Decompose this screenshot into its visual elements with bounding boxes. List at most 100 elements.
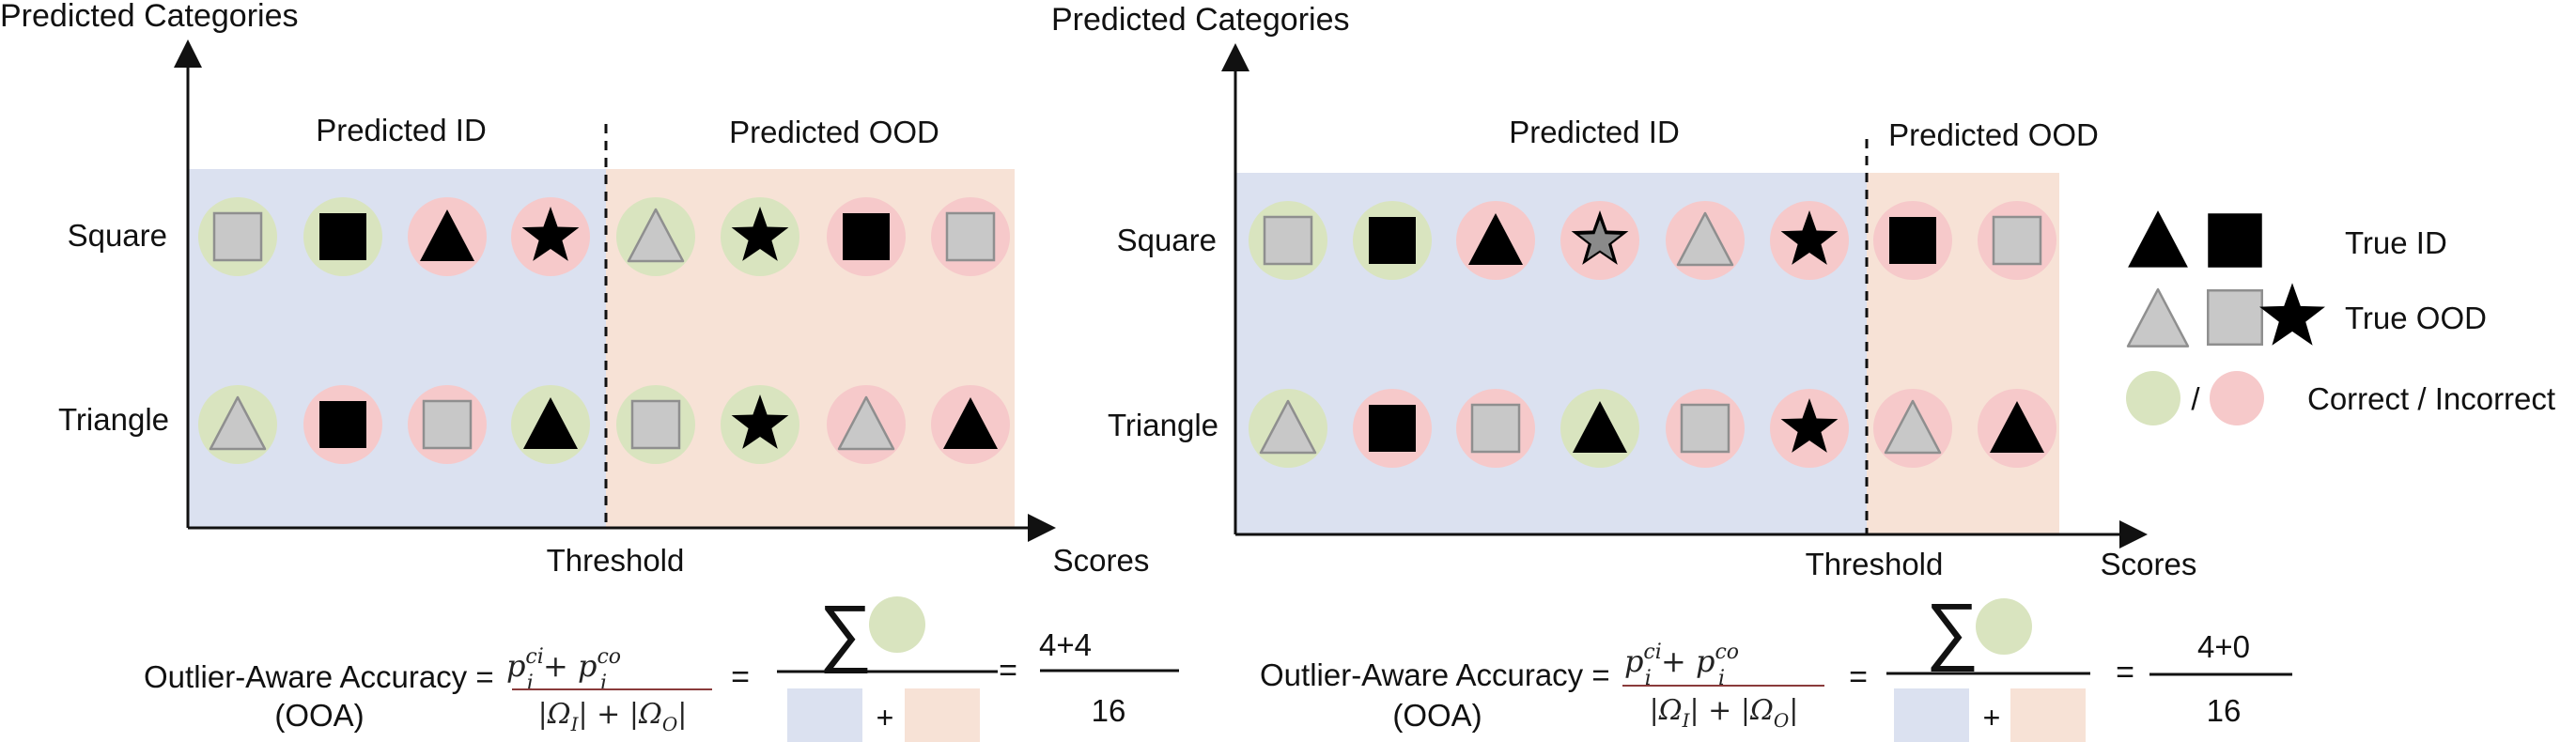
sample-marker (931, 197, 1010, 276)
square-gray-icon (212, 211, 263, 262)
row-label-square: Square (68, 218, 167, 253)
square-gray-icon (1992, 215, 2042, 266)
sample-marker (198, 385, 277, 464)
threshold-label: Threshold (1806, 547, 1944, 581)
threshold-label: Threshold (547, 543, 685, 578)
triangle-gray-icon (1676, 211, 1734, 267)
triangle-black-icon (523, 397, 578, 449)
result-numerator: 4+4 (1039, 627, 1092, 662)
triangle-black-icon (1573, 401, 1627, 453)
square-gray-icon (2207, 289, 2263, 346)
x-axis-title: Scores (1053, 543, 1150, 578)
y-axis-title: Predicted Categories (0, 0, 299, 34)
sample-marker (827, 385, 906, 464)
id-area-swatch (1894, 688, 1969, 742)
sample-marker (1978, 201, 2056, 280)
sample-marker (1978, 389, 2056, 468)
sample-marker (1770, 389, 1849, 468)
sample-marker (1873, 389, 1952, 468)
sample-marker (721, 385, 799, 464)
ooa-abbrev: (OOA) (274, 698, 364, 733)
formula-right: Outlier-Aware Accuracy = (OOA) pci i + pc… (1260, 588, 2292, 742)
square-black-icon (1369, 405, 1416, 452)
sample-marker (408, 385, 487, 464)
sample-marker (931, 385, 1010, 464)
legend-true-id-label: True ID (2345, 225, 2447, 260)
sample-marker (511, 385, 590, 464)
result-denominator: 16 (1092, 693, 1126, 728)
ood-area-swatch (2010, 688, 2086, 742)
region-id-label: Predicted ID (316, 113, 487, 147)
triangle-gray-icon (2126, 287, 2190, 348)
result-denominator: 16 (2207, 693, 2242, 728)
square-black-icon (1369, 217, 1416, 264)
triangle-black-icon (1990, 401, 2044, 453)
panel-right: Predicted Categories Predicted ID Predic… (1051, 2, 2196, 581)
square-gray-icon (630, 399, 681, 450)
square-black-icon (843, 213, 890, 260)
sample-marker (1353, 389, 1432, 468)
sample-marker (1666, 389, 1745, 468)
sample-marker (827, 197, 906, 276)
sum-symbol: ∑ (1925, 588, 1979, 672)
sample-marker (1353, 201, 1432, 280)
sample-marker (511, 197, 590, 276)
equals-1: = (1849, 659, 1868, 695)
square-gray-icon (1680, 403, 1730, 454)
square-black-icon (319, 401, 366, 448)
legend-true-ood-label: True OOD (2345, 301, 2487, 335)
id-area-swatch (787, 688, 862, 742)
triangle-gray-icon (627, 208, 685, 263)
sample-marker (408, 197, 487, 276)
legend: True ID True OOD / Correct / Incorrect (2126, 210, 2555, 425)
plus-sign: + (877, 701, 894, 734)
legend-slash: / (2191, 381, 2200, 416)
plus-sign: + (1983, 701, 2001, 734)
sample-marker (1666, 201, 1745, 280)
formula-numerator: pci i + pco i (1624, 641, 1739, 690)
star-graystar-icon (1571, 210, 1629, 265)
sample-marker (1249, 389, 1327, 468)
star-black-icon (1780, 398, 1839, 453)
triangle-black-icon (420, 209, 474, 261)
equals-1: = (731, 659, 750, 695)
row-label-triangle: Triangle (1108, 408, 1218, 442)
ooa-label: Outlier-Aware Accuracy = (1260, 657, 1610, 692)
star-black-icon (521, 207, 580, 261)
sample-marker (303, 197, 382, 276)
legend-incorrect-circle (2210, 371, 2264, 425)
triangle-gray-icon (837, 395, 895, 451)
predicted-id-region (1235, 173, 1867, 534)
square-gray-icon (422, 399, 473, 450)
sample-marker (1560, 201, 1639, 280)
equals-2: = (2116, 655, 2134, 690)
sample-marker (1873, 201, 1952, 280)
row-label-triangle: Triangle (58, 402, 169, 437)
triangle-gray-icon (1259, 399, 1317, 455)
region-ood-label: Predicted OOD (1888, 117, 2099, 152)
legend-shapes (2126, 210, 2325, 348)
result-numerator: 4+0 (2197, 629, 2250, 664)
ood-area-swatch (905, 688, 980, 742)
square-gray-icon (1263, 215, 1313, 266)
triangle-gray-icon (1884, 399, 1942, 455)
formula-numerator: pci i + pco i (506, 645, 621, 695)
square-black-icon (2208, 213, 2262, 268)
sample-grid (198, 197, 1010, 464)
ooa-abbrev: (OOA) (1392, 698, 1482, 733)
sample-marker (616, 385, 695, 464)
square-black-icon (1889, 217, 1936, 264)
triangle-gray-icon (209, 395, 267, 451)
region-ood-label: Predicted OOD (729, 115, 939, 149)
y-axis-title: Predicted Categories (1051, 2, 1350, 38)
row-label-square: Square (1117, 223, 1217, 257)
triangle-black-icon (1468, 213, 1523, 265)
square-gray-icon (1470, 403, 1521, 454)
sample-marker (721, 197, 799, 276)
formula-denominator: |ΩI| + |ΩO| (1650, 694, 1799, 732)
sample-marker (1560, 389, 1639, 468)
correct-sum-circle (1976, 598, 2032, 655)
x-axis-title: Scores (2101, 547, 2197, 581)
star-black-icon (1780, 210, 1839, 265)
